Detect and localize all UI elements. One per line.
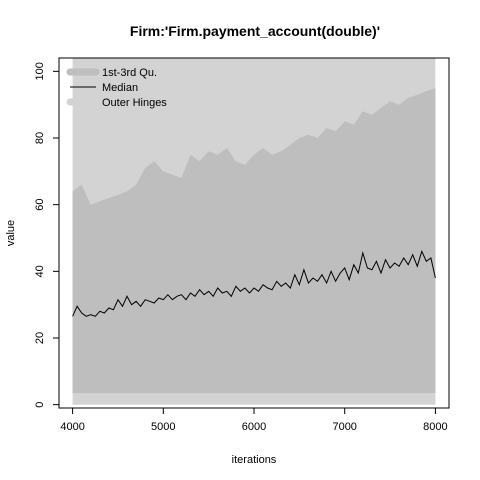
legend-label-outer-hinges: Outer Hinges [102, 97, 167, 109]
plot-area [58, 57, 450, 409]
legend-label-1st-3rd-qu: 1st-3rd Qu. [102, 67, 157, 79]
x-tick-label: 7000 [332, 421, 356, 433]
y-axis: 0 20 40 60 80 100 [34, 62, 59, 408]
series-band-1st-3rd-qu [72, 88, 436, 393]
y-tick-label: 40 [34, 265, 46, 277]
x-tick-label: 6000 [242, 421, 266, 433]
chart-title: Firm:'Firm.payment_account(double)' [130, 23, 380, 39]
y-tick-label: 0 [34, 402, 46, 408]
x-tick-label: 5000 [151, 421, 175, 433]
y-tick-label: 80 [34, 132, 46, 144]
series-line-median [72, 249, 436, 317]
legend: 1st-3rd Qu. Median Outer Hinges [66, 67, 167, 109]
x-axis-label: iterations [232, 454, 277, 466]
y-tick-label: 20 [34, 332, 46, 344]
y-tick-label: 100 [34, 62, 46, 80]
y-tick-label: 60 [34, 199, 46, 211]
x-tick-label: 4000 [60, 421, 84, 433]
x-axis: 4000 5000 6000 7000 8000 [60, 408, 448, 433]
y-axis-label: value [5, 220, 17, 246]
legend-label-median: Median [102, 82, 138, 94]
x-tick-label: 8000 [423, 421, 447, 433]
